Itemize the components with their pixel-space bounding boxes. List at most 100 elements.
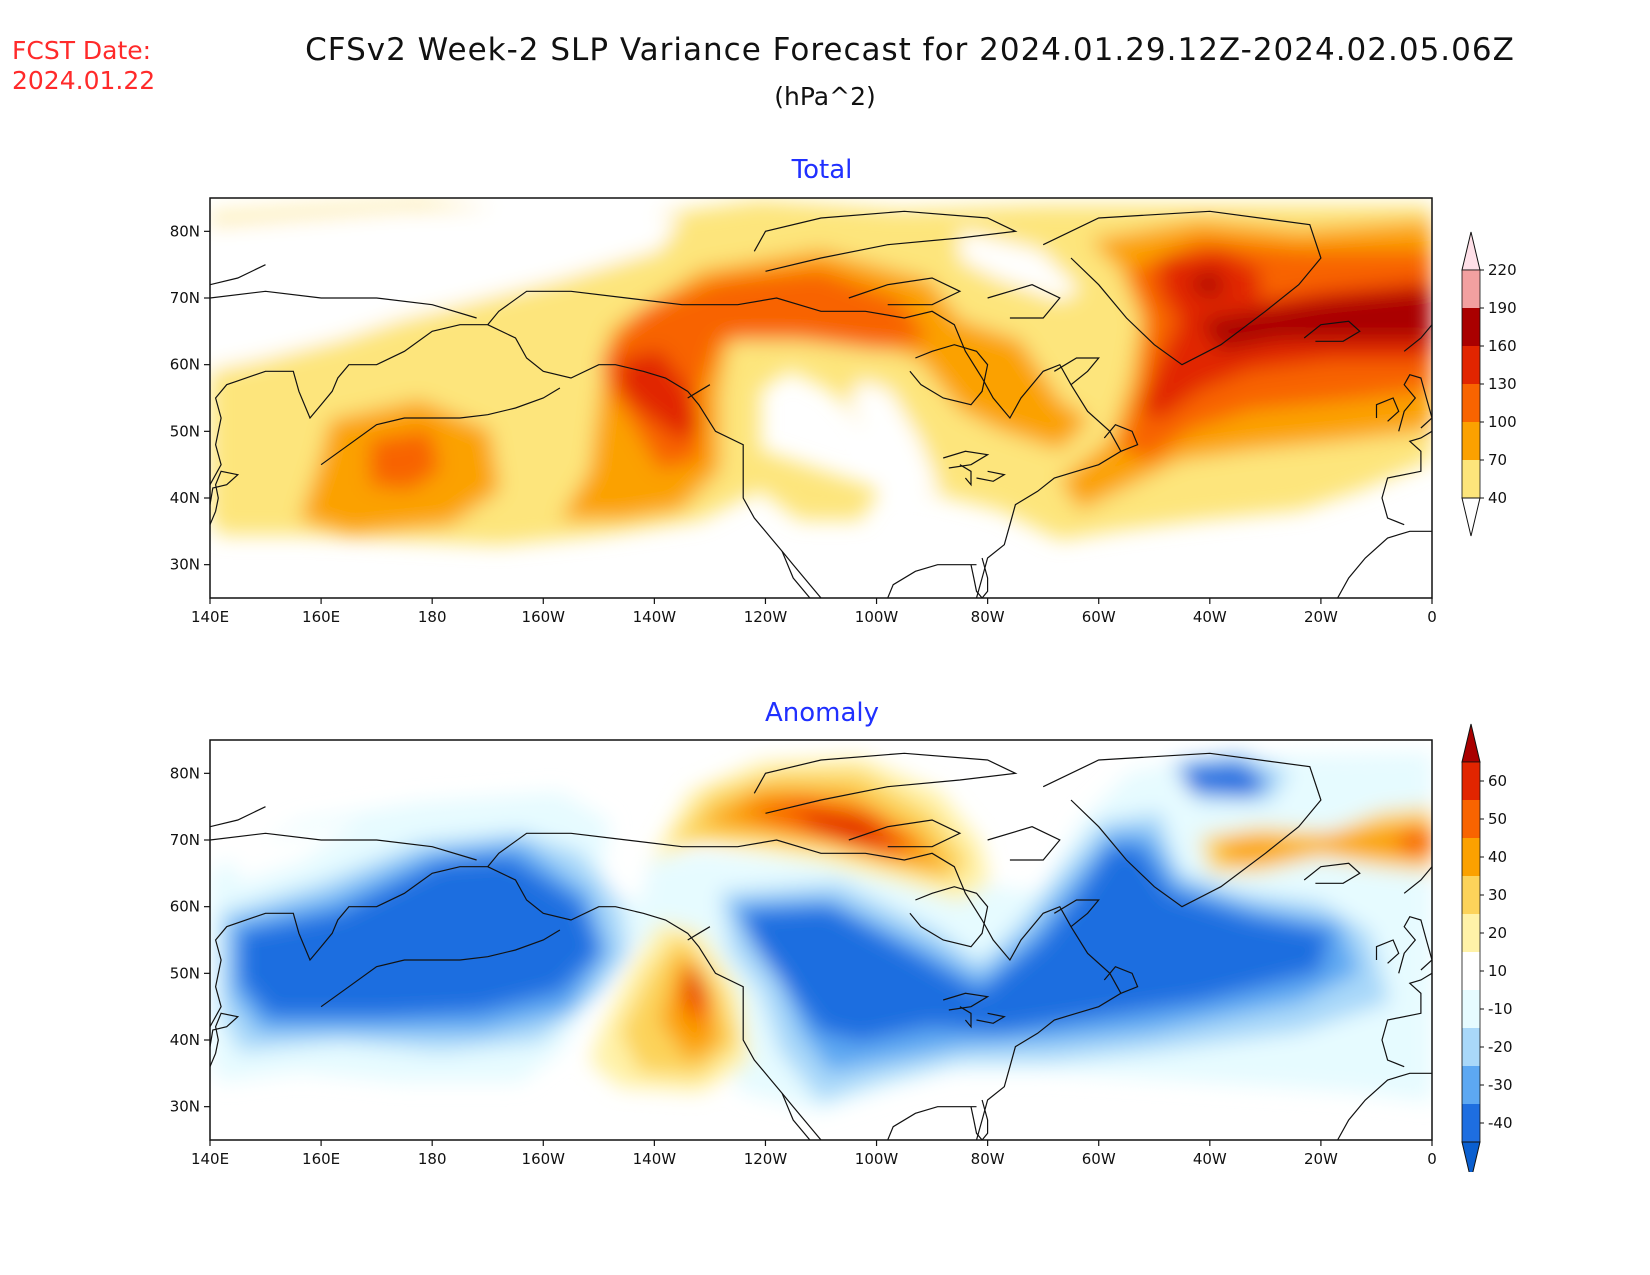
coastline-segment	[970, 557, 989, 598]
anomaly-map-panel: 140E 160E 180 160W 140W 120W 100W 80W 60W 40W 20W 0…	[170, 739, 1437, 1168]
coastline-segment	[943, 992, 990, 1011]
colorbar-box	[1462, 270, 1480, 308]
colorbar-level-label: 20	[1488, 924, 1507, 942]
lon-tick-label: 160E	[302, 1150, 340, 1168]
coastline-segment	[1381, 972, 1432, 1068]
colorbar-level-label: 50	[1488, 810, 1507, 828]
colorbar-level-label: 10	[1488, 962, 1507, 980]
colorbar-box	[1462, 460, 1480, 498]
colorbar-outline	[1461, 761, 1481, 1143]
colorbar-level-label: -40	[1488, 1114, 1513, 1132]
total-colorbar: 220 190 160 130 100 70 40	[1461, 231, 1517, 537]
coastline-segment	[687, 926, 711, 941]
colorbar-level-label: 40	[1488, 848, 1507, 866]
colorbar-level-label: -20	[1488, 1038, 1513, 1056]
coastline-segment	[1303, 862, 1361, 884]
colorbar-lower-triangle	[1461, 1141, 1481, 1172]
coastline-segment	[753, 210, 1018, 272]
lon-tick-label: 60W	[1082, 608, 1116, 626]
axis-ticks: 140E 160E 180 160W 140W 120W 100W 80W 60W 40W 20W 0…	[170, 764, 1437, 1168]
colorbar-level-label: 220	[1488, 261, 1517, 279]
lon-tick-label: 100W	[855, 608, 899, 626]
colorbar-box	[1462, 346, 1480, 384]
colorbar-box	[1462, 422, 1480, 460]
coastline-segment	[1053, 899, 1100, 928]
lon-tick-label: 140W	[633, 608, 677, 626]
coastline-segment	[909, 344, 989, 406]
coastline-segment	[320, 417, 460, 466]
lat-tick-label: 30N	[170, 1098, 200, 1116]
coastline-segment	[1337, 1072, 1432, 1140]
coastline-segment	[210, 832, 477, 861]
lat-tick-label: 60N	[170, 356, 200, 374]
lon-tick-label: 0	[1427, 1150, 1437, 1168]
coastline-segment	[210, 264, 266, 286]
axis-ticks: 140E 160E 180 160W 140W 120W 100W 80W 60W 40W 20W 0…	[170, 222, 1437, 626]
colorbar-level-label: 40	[1488, 489, 1507, 507]
coastline-segment	[1403, 324, 1432, 352]
main-title: CFSv2 Week-2 SLP Variance Forecast for 2…	[0, 32, 1650, 68]
lon-tick-label: 40W	[1193, 1150, 1227, 1168]
lon-tick-label: 120W	[744, 1150, 788, 1168]
colorbar-level-label: 160	[1488, 337, 1517, 355]
lat-tick-label: 70N	[170, 831, 200, 849]
colorbar-level-label: -10	[1488, 1000, 1513, 1018]
coastline-segment	[1337, 530, 1432, 598]
lat-tick-label: 30N	[170, 556, 200, 574]
coastline-segment	[487, 866, 822, 1140]
total-map-panel: 140E 160E 180 160W 140W 120W 100W 80W 60W 40W 20W 0…	[170, 197, 1437, 626]
lon-tick-label: 160W	[522, 1150, 566, 1168]
colorbar-upper-triangle	[1461, 723, 1481, 763]
coastline-segment	[210, 806, 266, 828]
lon-tick-label: 140E	[191, 1150, 229, 1168]
lat-tick-label: 40N	[170, 1031, 200, 1049]
coastline-segment	[459, 929, 561, 961]
lat-tick-label: 70N	[170, 289, 200, 307]
colorbar-box	[1462, 838, 1480, 876]
lat-tick-label: 60N	[170, 898, 200, 916]
panel-title-total: Total	[791, 155, 853, 185]
lat-tick-label: 50N	[170, 964, 200, 982]
colorbar-level-label: -30	[1488, 1076, 1513, 1094]
coastline-segment	[1303, 320, 1361, 342]
coastline-segment	[210, 470, 240, 525]
panel-title-anomaly: Anomaly	[764, 698, 880, 728]
coastline-segment	[1403, 866, 1432, 894]
coastline-segment	[848, 819, 962, 848]
lon-tick-label: 180	[418, 608, 447, 626]
lon-tick-label: 80W	[971, 608, 1005, 626]
colorbar-box	[1462, 308, 1480, 346]
coastline-segment	[887, 1106, 977, 1140]
coastline-segment	[1398, 373, 1432, 432]
lon-tick-label: 180	[418, 1150, 447, 1168]
forecast-date-value: 2024.01.22	[12, 66, 156, 95]
lon-tick-label: 160E	[302, 608, 340, 626]
colorbar-box	[1462, 762, 1480, 800]
colorbar-level-label: 30	[1488, 886, 1507, 904]
coastline-segment	[909, 886, 989, 948]
coastline-segment	[210, 290, 477, 319]
coastline-segment	[1381, 430, 1432, 526]
coastlines	[210, 210, 1432, 598]
total-variance-field	[210, 200, 1432, 545]
coastline-segment	[487, 290, 1122, 598]
coastline-segment	[970, 1099, 989, 1140]
colorbar-box	[1462, 384, 1480, 422]
lon-tick-label: 140W	[633, 1150, 677, 1168]
lat-tick-label: 40N	[170, 489, 200, 507]
lon-tick-label: 0	[1427, 608, 1437, 626]
lon-tick-label: 80W	[971, 1150, 1005, 1168]
coastline-segment	[943, 450, 990, 469]
coastline-segment	[1375, 939, 1400, 964]
map-frame	[209, 739, 1433, 1141]
lat-tick-label: 80N	[170, 222, 200, 240]
colorbar-lower-triangle	[1461, 497, 1481, 537]
coastline-segment	[987, 826, 1061, 861]
coastline-segment	[781, 551, 811, 598]
forecast-date-block: FCST Date: 2024.01.22	[12, 36, 155, 96]
lon-tick-label: 20W	[1304, 608, 1338, 626]
colorbar-box	[1462, 1066, 1480, 1104]
colorbar-level-label: 190	[1488, 299, 1517, 317]
coastline-segment	[976, 1012, 1006, 1024]
map-frame	[209, 197, 1433, 599]
